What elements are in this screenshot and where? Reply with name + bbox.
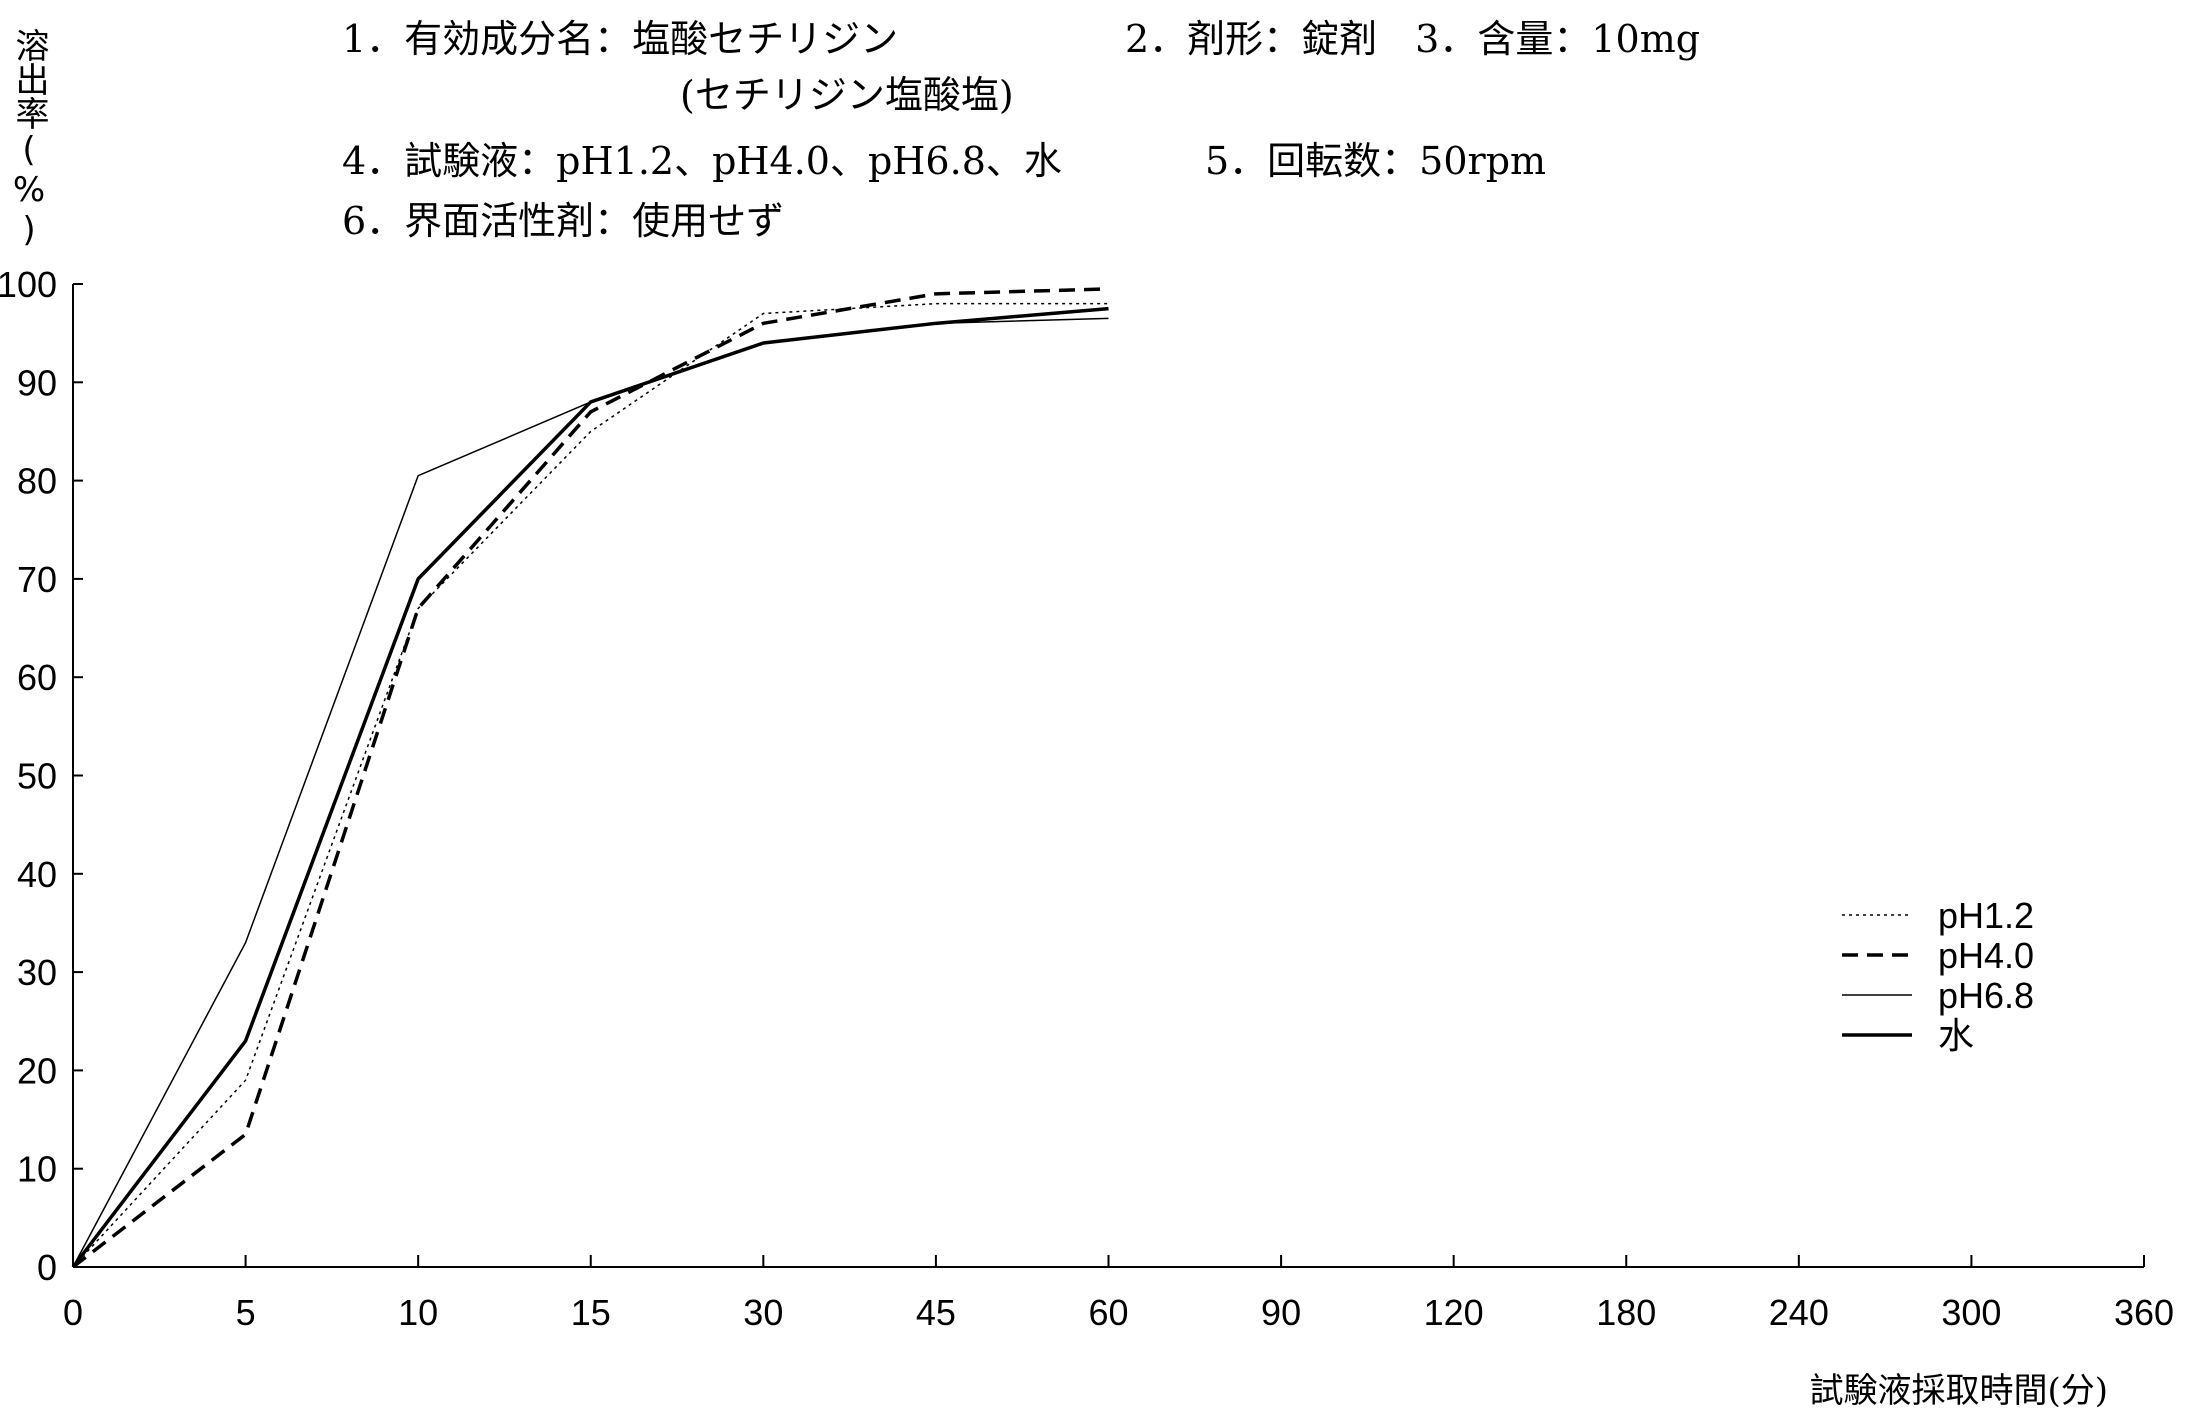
y-tick-label: 0 <box>37 1247 57 1288</box>
x-tick-label: 5 <box>236 1292 256 1333</box>
y-tick-label: 70 <box>17 559 57 600</box>
series-line-pH6.8 <box>72 317 1109 1268</box>
series-line-pH1.2 <box>72 302 1109 1268</box>
y-tick-label: 90 <box>17 362 57 403</box>
legend-label: pH4.0 <box>1938 935 2034 976</box>
y-tick-label: 80 <box>17 461 57 502</box>
series-line-pH4.0 <box>71 287 1109 1269</box>
y-tick-label: 60 <box>17 657 57 698</box>
y-tick-label: 30 <box>17 952 57 993</box>
y-tick-label: 100 <box>0 264 57 305</box>
legend-label: pH1.2 <box>1938 895 2034 936</box>
x-axis-label: 試験液採取時間(分) <box>1809 1371 2108 1411</box>
legend-label: 水 <box>1938 1015 1974 1056</box>
series-line-水 <box>71 306 1109 1269</box>
x-tick-label: 0 <box>63 1292 83 1333</box>
header-line4: 6．界面活性剤：使用せず <box>342 199 785 243</box>
x-tick-label: 300 <box>1941 1292 2001 1333</box>
y-tick-label: 10 <box>17 1149 57 1190</box>
y-tick-label: 50 <box>17 756 57 797</box>
header-line2: (セチリジン塩酸塩) <box>680 73 1014 117</box>
x-tick-label: 60 <box>1088 1292 1128 1333</box>
x-tick-label: 15 <box>571 1292 611 1333</box>
y-axis-label: 溶出率(%) <box>9 28 49 250</box>
y-tick-label: 20 <box>17 1050 57 1091</box>
header-line3b: 5．回転数：50rpm <box>1205 139 1547 183</box>
x-tick-label: 360 <box>2114 1292 2174 1333</box>
x-tick-label: 30 <box>743 1292 783 1333</box>
x-tick-label: 10 <box>398 1292 438 1333</box>
y-tick-label: 40 <box>17 854 57 895</box>
x-tick-label: 90 <box>1261 1292 1301 1333</box>
header-line3a: 4．試験液：pH1.2、pH4.0、pH6.8、水 <box>342 139 1062 183</box>
x-tick-label: 120 <box>1424 1292 1484 1333</box>
header-line1a: 1．有効成分名：塩酸セチリジン <box>342 17 899 61</box>
x-tick-label: 180 <box>1596 1292 1656 1333</box>
legend-label: pH6.8 <box>1938 975 2034 1016</box>
x-tick-label: 240 <box>1769 1292 1829 1333</box>
x-tick-label: 45 <box>916 1292 956 1333</box>
header-line1b: 2．剤形：錠剤 3．含量：10mg <box>1125 17 1701 61</box>
